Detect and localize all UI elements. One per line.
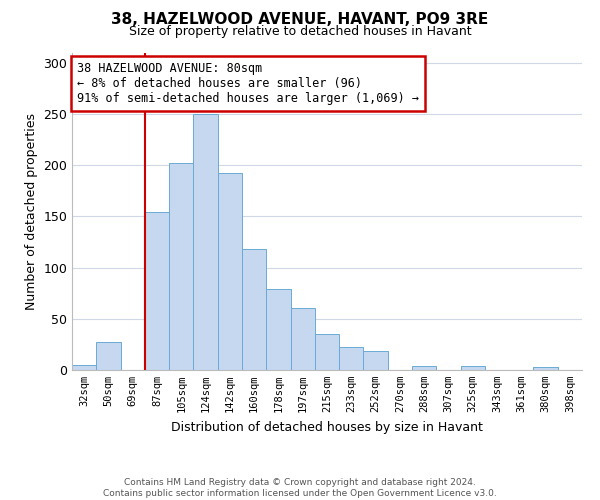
- Bar: [169, 163, 193, 370]
- Bar: [145, 212, 169, 370]
- Bar: [461, 366, 485, 370]
- Bar: [242, 249, 266, 370]
- Text: 38, HAZELWOOD AVENUE, HAVANT, PO9 3RE: 38, HAZELWOOD AVENUE, HAVANT, PO9 3RE: [112, 12, 488, 28]
- Bar: [315, 334, 339, 370]
- Bar: [364, 350, 388, 370]
- Bar: [533, 367, 558, 370]
- Bar: [266, 289, 290, 370]
- Text: Contains HM Land Registry data © Crown copyright and database right 2024.
Contai: Contains HM Land Registry data © Crown c…: [103, 478, 497, 498]
- Bar: [218, 174, 242, 370]
- X-axis label: Distribution of detached houses by size in Havant: Distribution of detached houses by size …: [171, 420, 483, 434]
- Text: 38 HAZELWOOD AVENUE: 80sqm
← 8% of detached houses are smaller (96)
91% of semi-: 38 HAZELWOOD AVENUE: 80sqm ← 8% of detac…: [77, 62, 419, 105]
- Bar: [193, 114, 218, 370]
- Bar: [339, 348, 364, 370]
- Bar: [72, 365, 96, 370]
- Bar: [290, 308, 315, 370]
- Bar: [412, 366, 436, 370]
- Text: Size of property relative to detached houses in Havant: Size of property relative to detached ho…: [128, 25, 472, 38]
- Y-axis label: Number of detached properties: Number of detached properties: [25, 113, 38, 310]
- Bar: [96, 342, 121, 370]
